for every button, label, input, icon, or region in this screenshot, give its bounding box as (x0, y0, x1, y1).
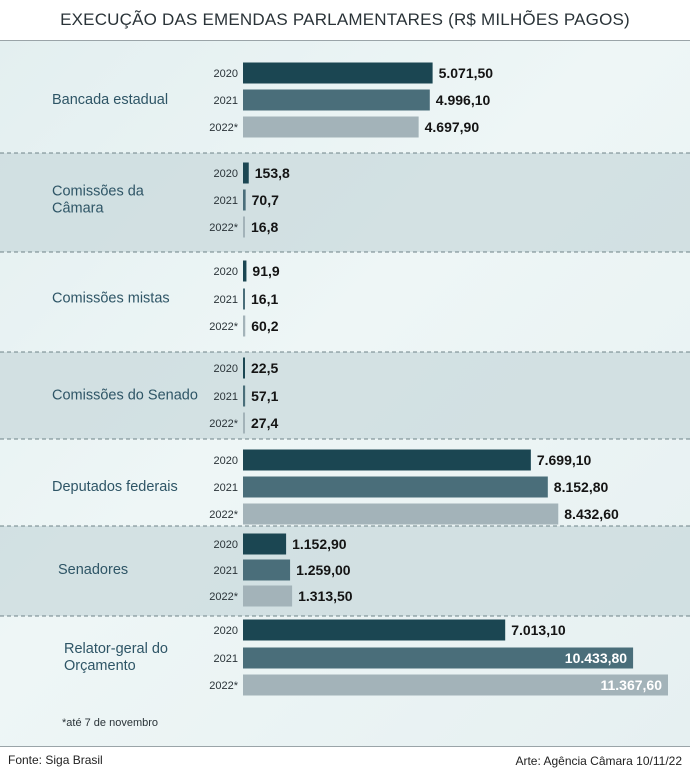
series-label: 2021 (214, 565, 238, 577)
data-label: 27,4 (251, 415, 278, 431)
series-label: 2020 (214, 68, 238, 80)
data-label: 1.152,90 (292, 536, 347, 552)
series-label: 2022* (209, 321, 238, 333)
data-label: 1.313,50 (298, 588, 353, 604)
category-label: Comissões mistas (52, 291, 170, 307)
series-label: 2020 (214, 363, 238, 375)
bar (243, 116, 419, 138)
data-label: 8.432,60 (564, 506, 619, 522)
data-label: 7.013,10 (511, 622, 566, 638)
category-label: Comissões do Senado (52, 388, 198, 404)
series-label: 2020 (214, 455, 238, 467)
series-label: 2021 (214, 95, 238, 107)
data-label: 8.152,80 (554, 479, 609, 495)
series-label: 2020 (214, 168, 238, 180)
bar (243, 162, 249, 184)
data-label: 70,7 (252, 192, 279, 208)
bar (243, 619, 506, 641)
data-label: 91,9 (252, 263, 279, 279)
bar (243, 189, 246, 211)
bar (243, 288, 245, 310)
series-label: 2021 (214, 653, 238, 665)
series-label: 2022* (209, 122, 238, 134)
bar (243, 89, 430, 111)
category-label: Orçamento (64, 658, 136, 674)
series-label: 2021 (214, 482, 238, 494)
bar (243, 412, 245, 434)
bar (243, 449, 531, 471)
bar (243, 315, 246, 337)
category-label: Comissões da (52, 184, 145, 200)
data-label: 10.433,80 (565, 650, 627, 666)
data-label: 153,8 (255, 165, 290, 181)
bar (243, 647, 634, 669)
footer-credit: Arte: Agência Câmara 10/11/22 (515, 754, 682, 768)
data-label: 7.699,10 (537, 452, 592, 468)
bar (243, 674, 668, 696)
bar (243, 385, 246, 407)
group-band (0, 153, 690, 252)
series-label: 2021 (214, 294, 238, 306)
series-label: 2020 (214, 625, 238, 637)
data-label: 57,1 (251, 388, 278, 404)
series-label: 2020 (214, 266, 238, 278)
data-label: 16,8 (251, 219, 278, 235)
bar (243, 260, 247, 282)
bar (243, 216, 245, 238)
series-label: 2022* (209, 591, 238, 603)
bar (243, 503, 559, 525)
data-label: 4.996,10 (436, 92, 491, 108)
series-label: 2022* (209, 680, 238, 692)
data-label: 1.259,00 (296, 562, 351, 578)
data-label: 16,1 (251, 291, 278, 307)
data-label: 60,2 (251, 318, 278, 334)
bar (243, 357, 245, 379)
bar (243, 559, 291, 581)
category-label: Senadores (58, 562, 128, 578)
series-label: 2021 (214, 195, 238, 207)
chart-title: EXECUÇÃO DAS EMENDAS PARLAMENTARES (R$ M… (0, 0, 690, 40)
category-label: Câmara (52, 201, 105, 217)
bar (243, 62, 433, 84)
category-label: Deputados federais (52, 479, 178, 495)
category-label: Bancada estadual (52, 92, 168, 108)
chart-area: Bancada estadual 2020 5.071,50 2021 4.996,10… (0, 41, 690, 746)
bar (243, 533, 287, 555)
series-label: 2022* (209, 222, 238, 234)
series-label: 2022* (209, 509, 238, 521)
series-label: 2021 (214, 391, 238, 403)
category-label: Relator-geral do (64, 641, 168, 657)
title-divider (0, 40, 690, 41)
series-label: 2020 (214, 539, 238, 551)
footnote: *até 7 de novembro (62, 717, 158, 729)
data-label: 4.697,90 (425, 119, 480, 135)
data-label: 5.071,50 (439, 65, 494, 81)
footer: Fonte: Siga Brasil Arte: Agência Câmara … (0, 746, 690, 777)
series-label: 2022* (209, 418, 238, 430)
footer-source: Fonte: Siga Brasil (8, 753, 103, 767)
data-label: 11.367,60 (600, 677, 662, 693)
group-band (0, 526, 690, 616)
bar (243, 476, 548, 498)
data-label: 22,5 (251, 360, 278, 376)
bar (243, 585, 293, 607)
group-band (0, 352, 690, 439)
bar-chart: Bancada estadual 2020 5.071,50 2021 4.996,10… (0, 62, 690, 729)
